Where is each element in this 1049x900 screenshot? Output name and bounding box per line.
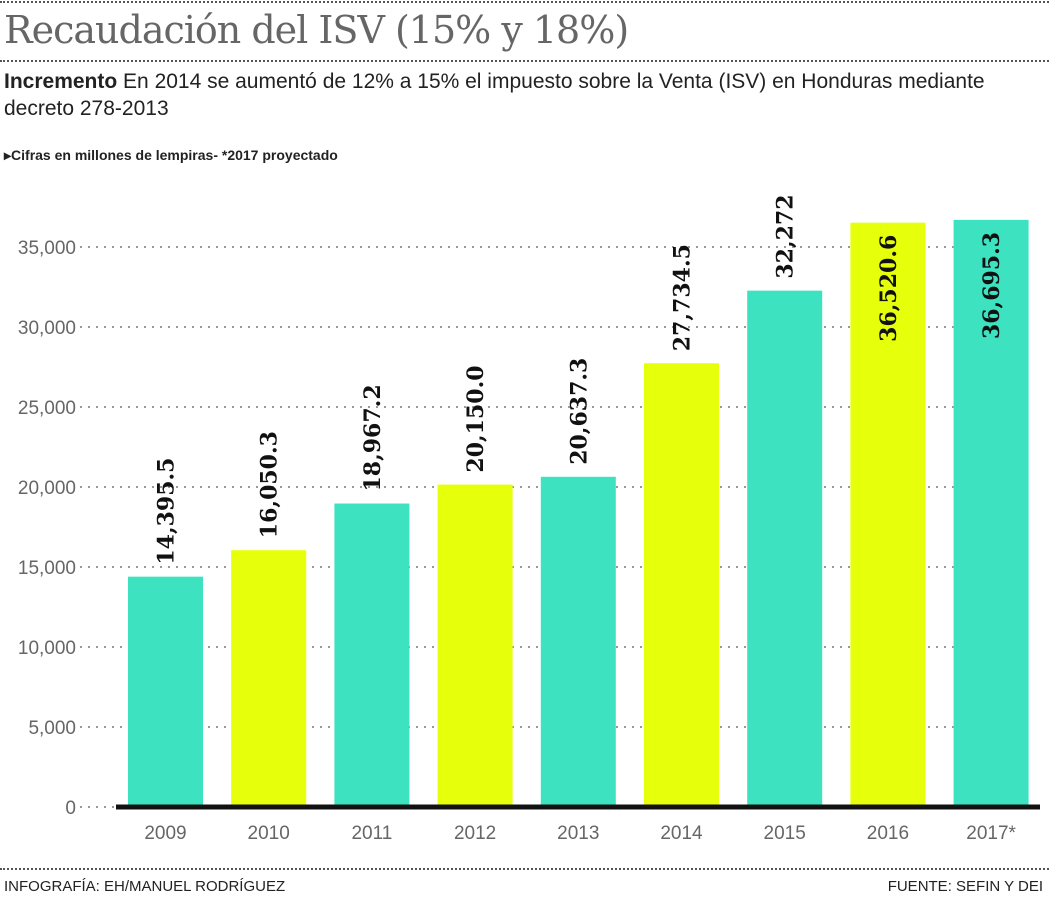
x-tick-label: 2015: [764, 823, 806, 844]
bar-2010: [231, 550, 307, 807]
units-note: ▸Cifras en millones de lempiras- *2017 p…: [4, 147, 338, 164]
y-tick-label: 25,000: [18, 398, 76, 419]
data-label: 18,967.2: [360, 384, 386, 491]
data-label: 36,520.6: [876, 235, 902, 342]
bar-2013: [540, 476, 616, 807]
data-label: 16,050.3: [257, 431, 283, 538]
x-tick-label: 2017*: [966, 823, 1016, 844]
bar-2017*: [953, 219, 1029, 808]
y-tick-label: 30,000: [18, 318, 76, 339]
y-tick-label: 10,000: [18, 638, 76, 659]
x-tick-label: 2011: [351, 823, 392, 844]
y-tick-label: 20,000: [18, 478, 76, 499]
top-divider: [0, 1, 1049, 3]
bar-2011: [334, 503, 410, 807]
title-divider: [0, 60, 1049, 62]
data-label: 20,150.0: [463, 365, 489, 472]
bar-2014: [644, 363, 719, 807]
x-tick-label: 2010: [248, 823, 290, 844]
subtitle: Incremento En 2014 se aumentó de 12% a 1…: [4, 68, 1044, 122]
bar-2016: [850, 222, 926, 807]
data-label: 14,395.5: [154, 458, 180, 565]
bar-2015: [747, 290, 823, 807]
units-note-text: Cifras en millones de lempiras- *2017 pr…: [11, 147, 338, 163]
chart-title: Recaudación del ISV (15% y 18%): [4, 8, 629, 52]
x-tick-label: 2012: [454, 823, 496, 844]
x-tick-label: 2016: [867, 823, 909, 844]
data-label: 32,272: [773, 194, 799, 278]
data-label: 36,695.3: [979, 232, 1005, 339]
footer-divider: [0, 868, 1049, 870]
subtitle-lead: Incremento: [4, 70, 118, 93]
x-tick-label: 2009: [144, 823, 186, 844]
data-label: 27,734.5: [670, 244, 696, 351]
y-tick-label: 5,000: [28, 718, 76, 739]
x-tick-label: 2013: [557, 823, 599, 844]
bar-chart: 0 5,000 10,000 15,000 20,000 25,000 30,000 35,0…: [18, 194, 1040, 844]
y-tick-label: 0: [65, 798, 76, 819]
x-tick-label: 2014: [660, 823, 703, 844]
data-label: 20,637.3: [566, 358, 592, 465]
subtitle-text: En 2014 se aumentó de 12% a 15% el impue…: [4, 70, 985, 120]
y-tick-label: 35,000: [18, 238, 76, 259]
y-tick-label: 15,000: [18, 558, 76, 579]
bar-2012: [437, 484, 513, 807]
credit: INFOGRAFÍA: EH/MANUEL RODRÍGUEZ: [4, 878, 286, 895]
source: FUENTE: SEFIN Y DEI: [887, 878, 1043, 895]
triangle-bullet-icon: ▸: [4, 147, 12, 163]
bar-2009: [128, 576, 203, 807]
